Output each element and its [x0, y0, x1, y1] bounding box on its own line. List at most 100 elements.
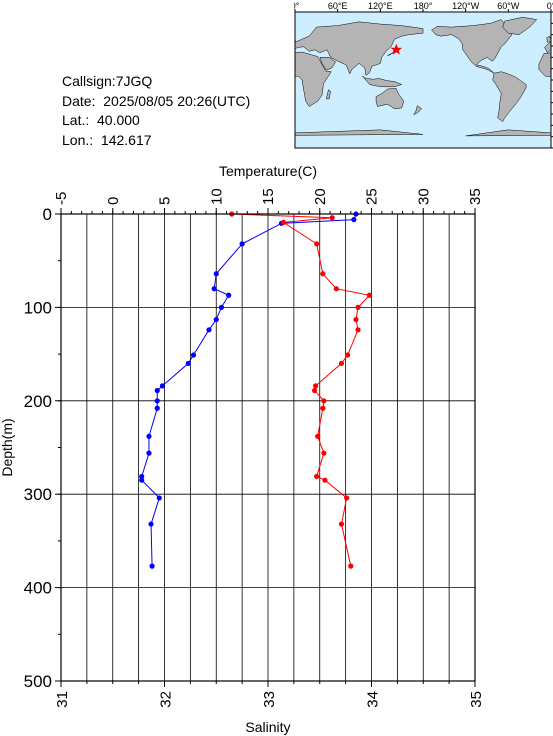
- map-landmass: [319, 57, 336, 71]
- map-longitude-label: 180°: [414, 1, 433, 11]
- salinity-data-point: [313, 383, 319, 389]
- map-landmass: [362, 76, 403, 88]
- map-longitude-label: 0°: [294, 1, 300, 11]
- station-star-icon: [390, 43, 403, 55]
- salinity-data-point: [322, 477, 328, 483]
- top-axis-tick-label: 20: [312, 188, 329, 205]
- temperature-data-point: [206, 327, 212, 333]
- top-axis-label: Temperature(C): [219, 163, 317, 179]
- salinity-series-line: [231, 213, 371, 567]
- map-landmass: [431, 19, 513, 74]
- salinity-data-point: [355, 304, 361, 310]
- longitude-label: Lon.: 142.617: [62, 131, 152, 148]
- temperature-data-point: [351, 217, 357, 223]
- map-longitude-label: 120°W: [452, 1, 480, 11]
- date-label: Date: 2025/08/05 20:26(UTC): [62, 92, 251, 109]
- y-axis-tick-label: 400: [24, 579, 52, 598]
- map-landmass: [546, 35, 551, 43]
- temperature-data-point: [146, 450, 152, 456]
- station-info: Callsign:7JGQ Date: 2025/08/05 20:26(UTC…: [62, 72, 250, 150]
- salinity-data-point: [345, 352, 351, 358]
- salinity-data-point: [311, 387, 318, 394]
- salinity-data-point: [366, 292, 373, 298]
- top-axis-tick-label: 35: [467, 188, 484, 205]
- salinity-data-point: [353, 316, 359, 323]
- map-landmass: [375, 88, 405, 109]
- map-longitude-label: 60°W: [497, 1, 520, 11]
- temperature-data-point: [211, 286, 217, 292]
- map-longitude-label: 0°: [547, 1, 553, 11]
- bottom-axis-tick-label: 32: [158, 691, 175, 708]
- map-longitude-label: 60°E: [328, 1, 348, 11]
- temperature-data-point: [148, 521, 154, 527]
- salinity-data-point: [355, 327, 361, 333]
- temperature-data-point: [154, 398, 160, 404]
- temperature-data-point: [154, 405, 160, 411]
- bottom-axis-tick-label: 31: [54, 691, 71, 708]
- salinity-data-point: [315, 433, 321, 439]
- salinity-data-point: [320, 271, 326, 277]
- map-landmass: [413, 105, 422, 116]
- callsign-label: Callsign:7JGQ: [62, 73, 153, 89]
- temperature-data-point: [156, 495, 162, 501]
- bottom-axis-tick-label: 33: [261, 691, 278, 708]
- bottom-axis-label: Salinity: [245, 719, 290, 735]
- salinity-data-point: [348, 563, 354, 569]
- top-axis-tick-label: 25: [364, 188, 381, 205]
- temperature-data-point: [239, 241, 245, 247]
- y-axis-tick-label: 0: [43, 205, 52, 224]
- temperature-data-point: [146, 433, 152, 439]
- map-landmass: [295, 129, 424, 148]
- top-axis-tick-label: 0: [105, 197, 122, 205]
- temperature-data-point: [213, 316, 219, 323]
- temperature-series-line: [141, 213, 357, 567]
- temperature-data-point: [139, 477, 145, 483]
- map-landmass: [538, 52, 551, 77]
- salinity-data-point: [321, 398, 327, 404]
- y-axis-tick-label: 300: [24, 485, 52, 504]
- map-landmass: [492, 71, 527, 122]
- salinity-data-point: [338, 521, 345, 527]
- bottom-axis-tick-label: 35: [468, 691, 485, 708]
- temperature-data-point: [154, 387, 160, 394]
- top-axis-tick-label: 5: [157, 197, 174, 205]
- temperature-data-point: [213, 271, 219, 277]
- station-marker: [390, 43, 403, 55]
- salinity-data-point: [344, 495, 350, 501]
- top-axis-tick-label: 15: [260, 188, 277, 205]
- temperature-data-point: [226, 292, 232, 298]
- map-land: [295, 17, 551, 148]
- top-axis-tick-label: 10: [208, 188, 225, 205]
- latitude-label: Lat.: 40.000: [62, 112, 140, 128]
- series-layer: [139, 211, 373, 569]
- y-axis-label: Depth(m): [0, 418, 15, 476]
- map-landmass: [465, 129, 551, 148]
- salinity-data-point: [338, 360, 345, 367]
- map-landmass: [502, 17, 538, 35]
- salinity-data-point: [329, 215, 335, 221]
- temperature-data-point: [159, 383, 166, 389]
- salinity-data-point: [314, 473, 320, 480]
- map-landmass: [544, 41, 551, 54]
- temperature-data-point: [190, 352, 197, 358]
- temperature-data-point: [139, 473, 145, 480]
- y-axis-tick-label: 100: [24, 298, 52, 317]
- map-frame: [294, 11, 552, 149]
- map-landmass: [295, 21, 424, 76]
- map-landmass: [325, 89, 331, 100]
- temperature-data-point: [218, 304, 225, 310]
- y-axis-tick-label: 500: [24, 672, 52, 691]
- temperature-data-point: [149, 563, 155, 569]
- bottom-axis-tick-label: 34: [365, 691, 382, 708]
- top-axis-tick-label: 30: [415, 188, 432, 205]
- salinity-data-point: [280, 219, 287, 226]
- top-axis-tick-label: -5: [53, 192, 70, 205]
- salinity-data-point: [320, 405, 326, 411]
- salinity-data-point: [333, 286, 339, 292]
- salinity-data-point: [321, 450, 327, 456]
- chart-grid: [60, 213, 476, 682]
- temperature-data-point: [185, 360, 191, 367]
